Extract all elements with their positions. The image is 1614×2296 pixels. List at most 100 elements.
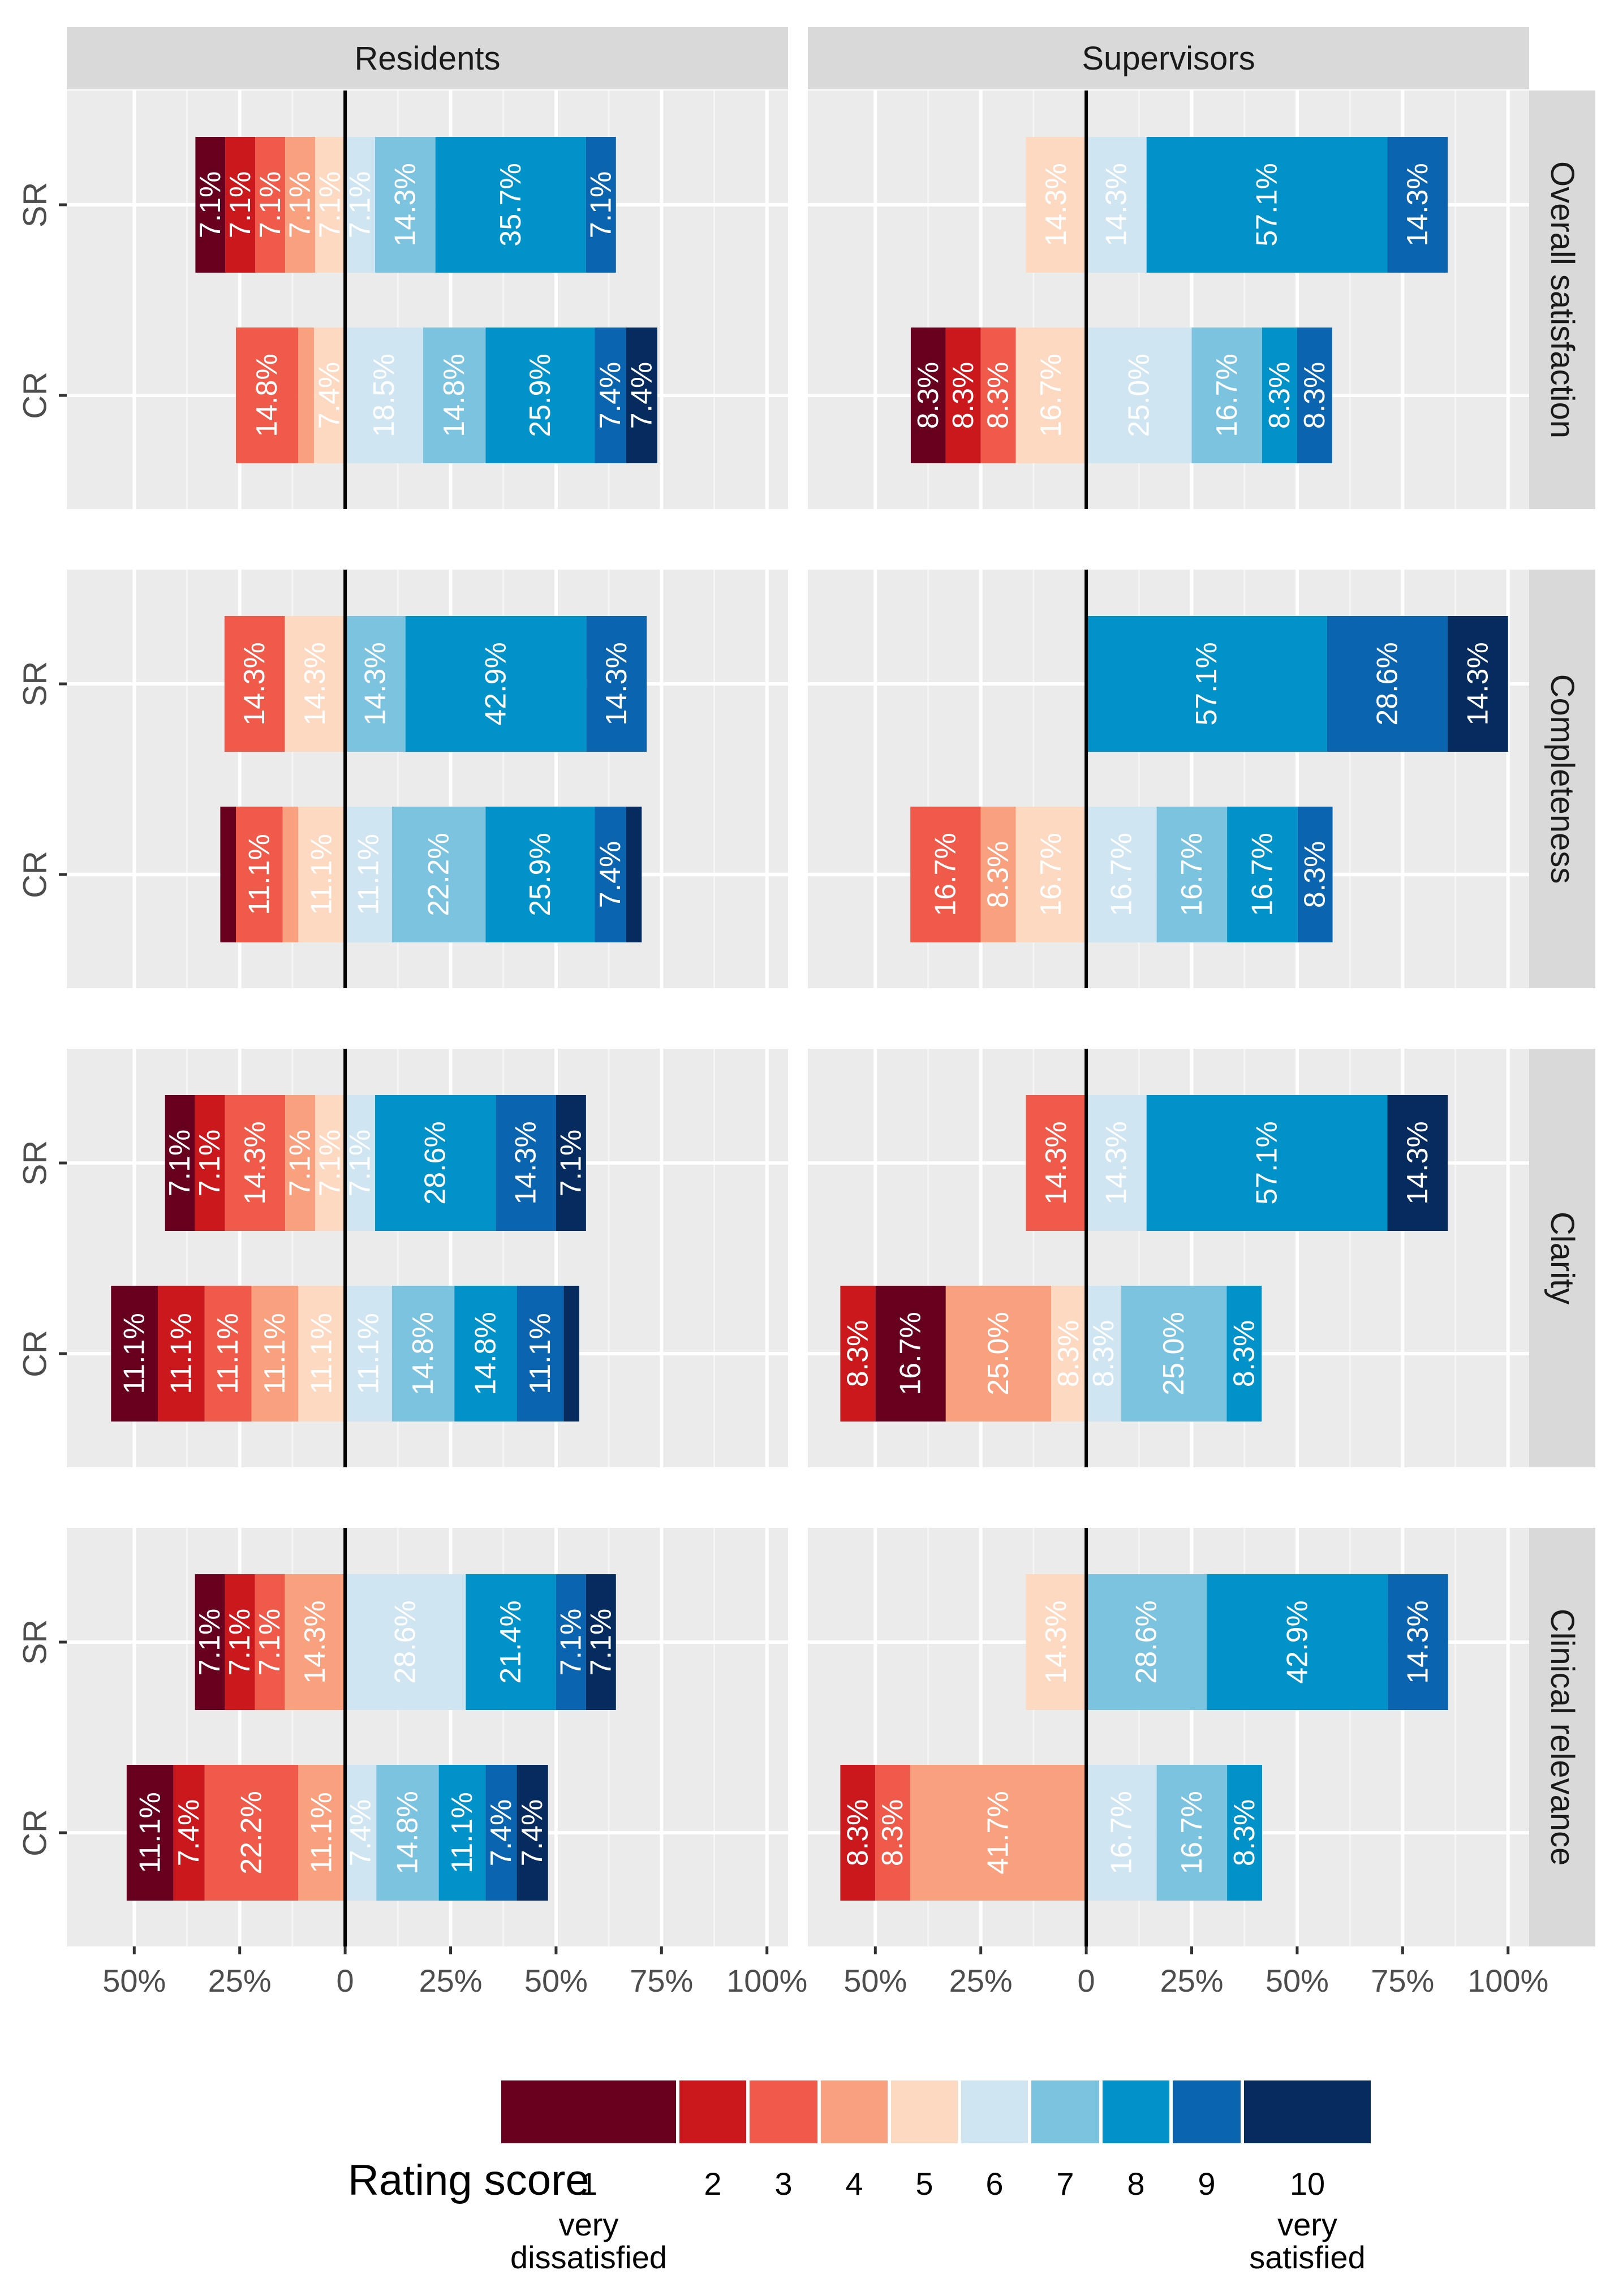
- bar-segment: [251, 1286, 299, 1421]
- axes: SR CR SR CR SR CR SR CR 50% 25% 0 25% 50% 75% 100% 50% 2…: [17, 182, 1549, 1998]
- data-label: 14.3%: [600, 642, 633, 725]
- bar-segment: [626, 807, 642, 942]
- legend-title: Rating score: [348, 2156, 589, 2204]
- data-label: 14.3%: [1461, 642, 1494, 725]
- data-label: 11.1%: [259, 1313, 291, 1394]
- legend-label: 4: [845, 2166, 863, 2202]
- column-strip-label: Supervisors: [1082, 40, 1255, 77]
- data-label: 14.3%: [389, 163, 421, 246]
- legend-high-label: satisfied: [1249, 2239, 1365, 2275]
- legend-label: 2: [704, 2166, 721, 2202]
- bar-segment: [285, 137, 316, 273]
- stacked-bar: 57.1% 28.6% 14.3%: [1086, 616, 1508, 752]
- stacked-bar: 14.8% 7.4% 18.5% 14.8% 25.9% 7.4%7.4%: [235, 328, 658, 463]
- bar-segment: [345, 1095, 376, 1231]
- bar-segment: [282, 807, 299, 942]
- bar-segment: [195, 1574, 225, 1710]
- bar-segment: [945, 1286, 1052, 1421]
- y-tick-label: CR: [17, 851, 54, 898]
- data-label: 16.7%: [894, 1312, 927, 1395]
- row-strip-label: Completeness: [1544, 674, 1581, 884]
- data-label: 28.6%: [389, 1600, 422, 1683]
- bar-segment: [1226, 1286, 1262, 1421]
- bar-segment: [345, 1765, 377, 1901]
- bar-segment: [1146, 1095, 1388, 1231]
- data-label: 8.3%: [841, 1799, 874, 1867]
- data-label: 11.1%: [305, 1313, 338, 1394]
- bar-segment: [255, 137, 286, 273]
- bar-segment: [1387, 1095, 1448, 1231]
- row-strip: [1529, 1528, 1595, 1946]
- row-strip: [1529, 570, 1595, 988]
- bar-segment: [1156, 1765, 1228, 1901]
- row-strip-label: Clarity: [1544, 1212, 1581, 1304]
- data-label: 11.1%: [446, 1792, 479, 1873]
- legend-label: 3: [774, 2166, 792, 2202]
- stacked-bar: 8.3% 8.3% 41.7% 16.7% 16.7% 8.3%: [840, 1765, 1263, 1901]
- legend: Rating score 1 2 3 4 5 6 7 8 9 10verydissatisfied…: [348, 2077, 1374, 2275]
- bar-segment: [235, 807, 283, 942]
- data-label: 14.3%: [1401, 1121, 1434, 1204]
- legend-low-label: very: [559, 2207, 619, 2242]
- x-tick-label: 50%: [843, 1963, 907, 1998]
- bar-segment: [225, 1574, 255, 1710]
- data-label: 14.3%: [238, 642, 271, 725]
- legend-label: 10: [1290, 2166, 1325, 2202]
- data-label: 11.1%: [352, 834, 385, 915]
- bar-segment: [1086, 1286, 1121, 1421]
- stacked-bar: 11.1% 11.1% 11.1% 22.2% 25.9% 7.4%: [220, 807, 642, 942]
- bar-segment: [405, 616, 587, 752]
- data-label: 8.3%: [1087, 1320, 1120, 1388]
- x-tick-label: 50%: [102, 1963, 166, 1998]
- bar-segment: [313, 328, 346, 463]
- data-label: 7.1%: [584, 171, 617, 239]
- stacked-bar: 7.1%7.1% 14.3% 7.1%7.1%7.1% 28.6% 14.3% 7.1%: [163, 1095, 587, 1231]
- legend-key: [1028, 2077, 1103, 2147]
- stacked-bar: 14.3% 14.3% 57.1% 14.3%: [1026, 137, 1448, 273]
- bar-segment: [1026, 1574, 1087, 1710]
- data-label: 11.1%: [352, 1313, 385, 1394]
- bar-segment: [298, 328, 314, 463]
- legend-label: 6: [985, 2166, 1003, 2202]
- data-label: 8.3%: [1298, 362, 1331, 429]
- bar-segment: [315, 137, 346, 273]
- bar-segment: [595, 328, 626, 463]
- bar-segment: [1262, 328, 1297, 463]
- data-label: 16.7%: [1035, 833, 1068, 916]
- data-label: 11.1%: [212, 1313, 244, 1394]
- bar-segment: [345, 137, 376, 273]
- bar-segment: [910, 1765, 1087, 1901]
- bar-segment: [840, 1765, 876, 1901]
- data-label: 8.3%: [1299, 841, 1332, 908]
- data-label: 7.1%: [193, 1130, 226, 1197]
- bar-segment: [595, 807, 626, 942]
- legend-key: [1169, 2077, 1244, 2147]
- data-label: 14.8%: [407, 1312, 440, 1395]
- legend-key: [958, 2077, 1031, 2147]
- data-label: 14.3%: [1100, 163, 1133, 246]
- data-label: 7.1%: [314, 171, 347, 239]
- bar-segment: [285, 1095, 316, 1231]
- bar-segment: [875, 1765, 911, 1901]
- bar-segment: [173, 1765, 205, 1901]
- bar-segment: [255, 1574, 285, 1710]
- bar-segment: [225, 1095, 286, 1231]
- x-tick-label: 50%: [1266, 1963, 1329, 1998]
- bar-segment: [485, 328, 595, 463]
- bar-segment: [910, 807, 981, 942]
- data-label: 42.9%: [1281, 1600, 1314, 1683]
- row-strip-label: Clinical relevance: [1544, 1609, 1581, 1866]
- x-tick-label: 75%: [630, 1963, 693, 1998]
- data-label: 28.6%: [419, 1121, 452, 1204]
- data-label: 14.3%: [299, 1600, 332, 1683]
- data-label: 7.4%: [625, 362, 658, 429]
- bar-segment: [195, 137, 226, 273]
- data-label: 14.3%: [1402, 1600, 1435, 1683]
- data-label: 22.2%: [423, 833, 455, 916]
- column-strip: [808, 27, 1529, 89]
- bar-segment: [1051, 1286, 1087, 1421]
- bar-segment: [1297, 807, 1333, 942]
- bar-segment: [391, 807, 486, 942]
- legend-key: [888, 2077, 961, 2147]
